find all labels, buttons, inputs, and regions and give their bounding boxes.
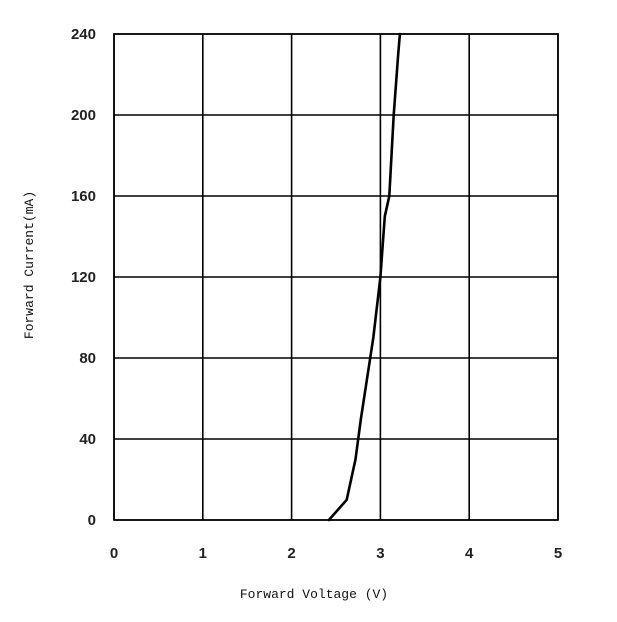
y-tick-label: 120 xyxy=(71,269,96,286)
y-tick-label: 160 xyxy=(71,188,96,205)
series-layer xyxy=(327,32,402,522)
y-tick-label: 40 xyxy=(79,431,96,448)
plot-frame xyxy=(113,33,559,521)
x-tick-label: 0 xyxy=(110,545,118,562)
x-tick-label: 2 xyxy=(287,545,295,562)
y-axis-title: Forward Current(mA) xyxy=(22,191,37,339)
x-tick-labels: 0 1 2 3 4 5 xyxy=(110,545,562,562)
y-tick-label: 200 xyxy=(71,107,96,124)
x-tick-label: 4 xyxy=(465,545,474,562)
grid xyxy=(113,33,559,521)
y-tick-labels: 0 40 80 120 160 200 240 xyxy=(71,26,96,529)
y-tick-label: 80 xyxy=(79,350,96,367)
x-tick-label: 3 xyxy=(376,545,384,562)
y-tick-label: 240 xyxy=(71,26,96,43)
series-line xyxy=(327,32,402,522)
x-axis-title: Forward Voltage (V) xyxy=(240,587,388,602)
x-tick-label: 1 xyxy=(199,545,207,562)
y-tick-label: 0 xyxy=(88,512,96,529)
x-tick-label: 5 xyxy=(554,545,562,562)
